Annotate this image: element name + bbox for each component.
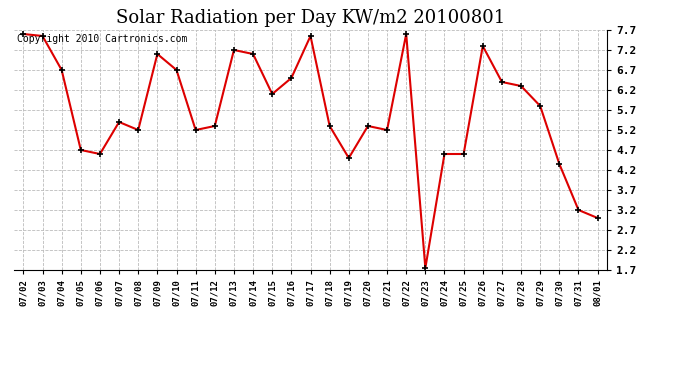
- Text: Copyright 2010 Cartronics.com: Copyright 2010 Cartronics.com: [17, 34, 187, 44]
- Title: Solar Radiation per Day KW/m2 20100801: Solar Radiation per Day KW/m2 20100801: [116, 9, 505, 27]
